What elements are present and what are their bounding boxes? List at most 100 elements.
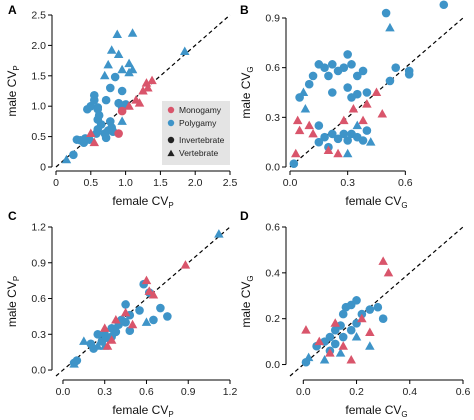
x-tick-label: 0.0 (283, 177, 298, 189)
point-polygamy-invertebrate (381, 8, 391, 18)
point-polygamy-invertebrate (333, 134, 343, 144)
point-polygamy-invertebrate (69, 150, 78, 160)
panel-c: C 0.0 0.3 0.6 0.9 1.2 0.0 0.3 0.6 0.9 1.2 female CV… (5, 209, 237, 419)
point-polygamy-invertebrate (338, 332, 348, 342)
x-axis-title: female CVG (345, 194, 407, 210)
point-polygamy-vertebrate (79, 336, 89, 345)
point-polygamy-invertebrate (117, 86, 127, 96)
y-tick-label: 2.0 (31, 40, 46, 52)
legend: Monogamy Polygamy Invertebrate Vertebrate (162, 101, 230, 165)
point-polygamy-invertebrate (378, 314, 388, 323)
point-monogamy-vertebrate (127, 319, 138, 329)
point-polygamy-invertebrate (89, 95, 99, 105)
point-monogamy-invertebrate (114, 129, 123, 138)
point-monogamy-vertebrate (141, 275, 152, 285)
point-monogamy-vertebrate (144, 286, 155, 295)
point-polygamy-invertebrate (327, 88, 337, 97)
identity-line (289, 226, 464, 377)
point-monogamy-vertebrate (102, 341, 113, 350)
point-polygamy-invertebrate (105, 83, 115, 93)
point-monogamy-vertebrate (147, 75, 157, 85)
point-monogamy-vertebrate (346, 354, 356, 364)
point-polygamy-vertebrate (112, 29, 122, 38)
point-polygamy-invertebrate (121, 318, 130, 327)
point-polygamy-vertebrate (351, 332, 362, 341)
point-monogamy-invertebrate (117, 106, 127, 116)
point-monogamy-vertebrate (138, 86, 148, 95)
point-polygamy-vertebrate (117, 116, 127, 125)
point-polygamy-invertebrate (358, 66, 368, 76)
point-polygamy-invertebrate (385, 76, 395, 86)
y-axis-title-main: male CV (239, 73, 253, 119)
point-monogamy-vertebrate (89, 137, 100, 147)
point-polygamy-invertebrate (156, 303, 165, 313)
point-polygamy-vertebrate (127, 64, 138, 74)
x-tick-label: 0.5 (83, 177, 98, 189)
y-axis-title: male CVG (239, 275, 255, 327)
y-axis-title-main: male CV (239, 282, 253, 328)
x-tick-label: 1.5 (153, 177, 168, 189)
point-monogamy-vertebrate (378, 256, 388, 265)
point-polygamy-invertebrate (135, 306, 144, 315)
panel-letter: A (8, 3, 17, 17)
point-monogamy-vertebrate (106, 335, 117, 344)
point-polygamy-vertebrate (106, 45, 117, 54)
point-polygamy-vertebrate (319, 354, 330, 364)
point-monogamy-vertebrate (111, 314, 121, 324)
y-axis-title-sub: P (12, 276, 21, 281)
point-monogamy-vertebrate (383, 267, 394, 277)
point-monogamy-vertebrate (180, 260, 191, 269)
point-polygamy-vertebrate (127, 28, 138, 37)
point-polygamy-invertebrate (439, 0, 449, 10)
point-polygamy-invertebrate (336, 321, 345, 330)
x-tick-label: 0.2 (349, 386, 364, 398)
point-polygamy-invertebrate (330, 339, 340, 349)
y-axis-title: male CVP (5, 65, 21, 116)
y-tick-label: 0.6 (265, 222, 280, 234)
point-monogamy-vertebrate (357, 313, 367, 323)
y-axis-title: male CVP (5, 276, 21, 327)
point-monogamy-vertebrate (120, 307, 131, 317)
point-monogamy-vertebrate (134, 98, 145, 107)
y-tick-label: 0.0 (265, 359, 280, 371)
legend-label-invertebrate: Invertebrate (179, 135, 225, 145)
point-monogamy-vertebrate (325, 348, 335, 357)
y-axis-title-sub: G (246, 66, 255, 72)
x-tick-label: 2.5 (223, 177, 238, 189)
y-tick-label: 0.3 (31, 329, 46, 341)
point-polygamy-vertebrate (113, 49, 124, 59)
point-polygamy-vertebrate (117, 64, 127, 74)
point-polygamy-invertebrate (110, 72, 120, 82)
x-tick-label: 0.0 (296, 386, 311, 398)
y-axis-title-main: male CV (5, 281, 19, 327)
y-tick-label: 1.0 (31, 101, 46, 113)
point-polygamy-invertebrate (343, 136, 352, 145)
point-monogamy-vertebrate (338, 341, 348, 350)
point-polygamy-invertebrate (327, 60, 337, 69)
x-axis-title-sub: P (168, 410, 173, 419)
y-tick-label: 1.5 (31, 70, 46, 82)
point-polygamy-vertebrate (365, 137, 376, 146)
point-polygamy-invertebrate (346, 325, 356, 335)
point-polygamy-invertebrate (404, 69, 414, 79)
x-axis-title-sub: G (401, 201, 407, 210)
point-polygamy-vertebrate (99, 70, 110, 80)
y-tick-label: 0.6 (265, 62, 280, 74)
point-polygamy-invertebrate (320, 132, 329, 142)
point-monogamy-vertebrate (99, 323, 110, 332)
x-tick-label: 0 (53, 177, 59, 189)
legend-label-polygamy: Polygamy (179, 118, 217, 128)
legend-label-vertebrate: Vertebrate (179, 148, 218, 158)
x-tick-label: 0.3 (340, 177, 355, 189)
point-polygamy-invertebrate (125, 326, 135, 336)
y-tick-label: 0.2 (265, 313, 280, 325)
point-monogamy-vertebrate (294, 125, 305, 135)
point-monogamy-vertebrate (333, 148, 343, 158)
point-polygamy-invertebrate (365, 305, 375, 314)
point-polygamy-invertebrate (111, 327, 121, 337)
point-polygamy-invertebrate (324, 71, 333, 81)
point-polygamy-invertebrate (343, 83, 352, 92)
point-polygamy-invertebrate (121, 300, 130, 309)
identity-line (55, 226, 231, 377)
